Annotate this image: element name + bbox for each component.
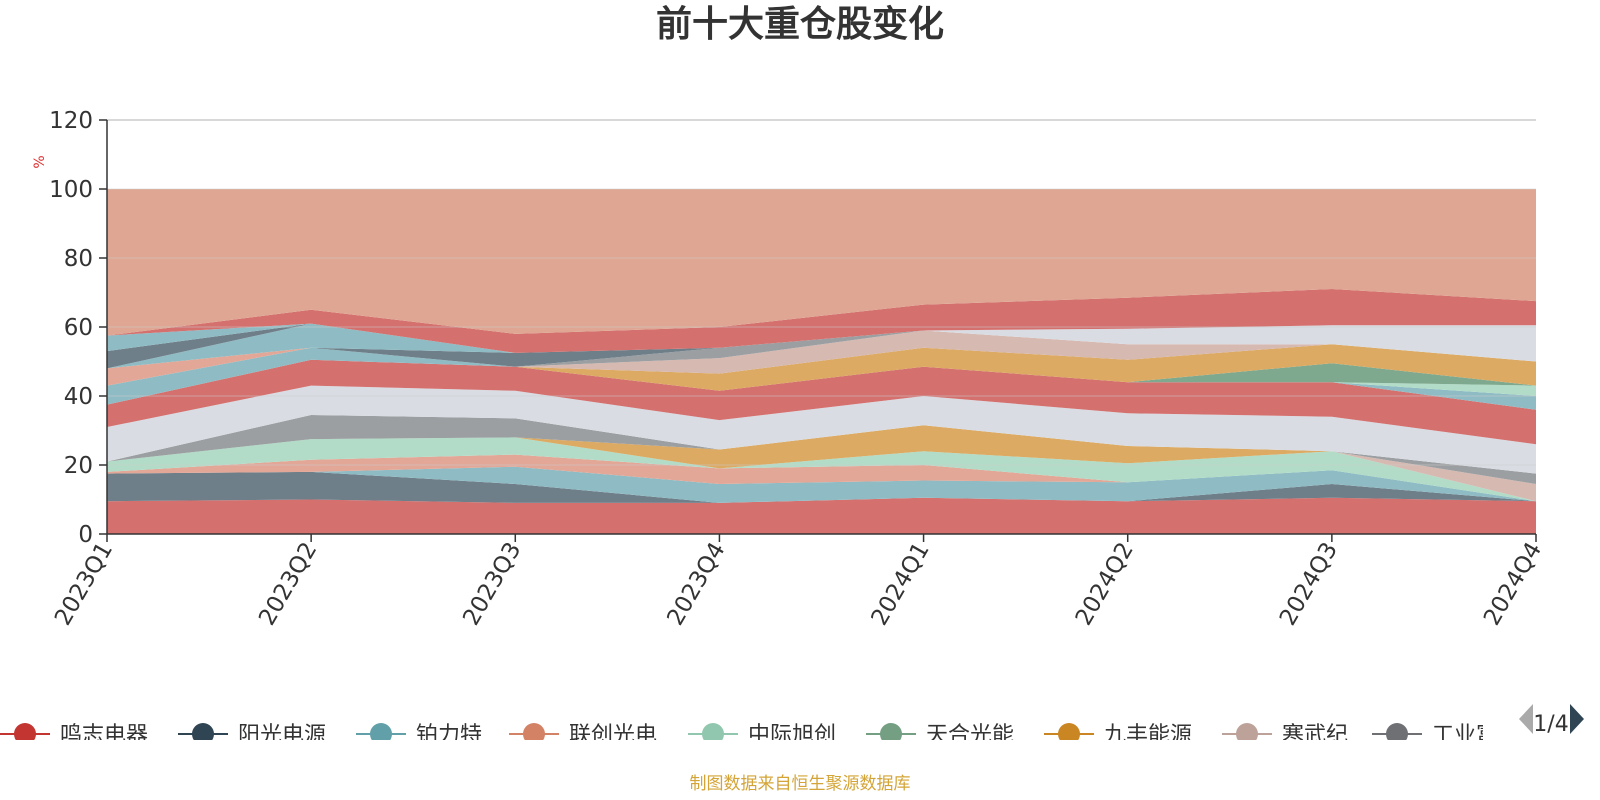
y-tick-label: 60 [64,315,93,341]
legend-item[interactable]: 工业富联 [1372,723,1520,748]
x-tick-label: 2023Q1 [50,538,118,630]
area-layer-5 [107,425,1536,502]
legend-item[interactable]: 鸣志电器 [0,723,148,748]
legend-label: 中际旭创 [748,723,836,748]
area-layer-4 [107,437,1536,502]
legend-item[interactable]: 联创光电 [509,723,657,748]
legend-item[interactable]: 铂力特 [356,723,482,748]
area-layer-14 [107,330,1536,405]
y-tick-label: 0 [78,522,93,548]
y-tick-label: 80 [64,246,93,272]
legend-marker [702,723,724,740]
area-layer-0 [107,497,1536,534]
area-layer-3 [107,454,1536,502]
chart-title: 前十大重仓股变化 [656,3,944,45]
legend-marker [523,723,545,740]
x-tick-label: 2024Q3 [1275,538,1343,630]
x-tick-label: 2023Q3 [458,538,526,630]
area-layer-9 [107,359,1536,445]
legend: 鸣志电器 阳光电源 铂力特 联创光电 中际旭创 天合光能 九丰能源 寒武纪 工业富联 [0,723,1520,748]
legend-next-button[interactable] [1570,704,1584,734]
legend-item[interactable]: 寒武纪 [1222,723,1348,748]
area-layer-2 [107,466,1536,503]
legend-label: 联创光电 [569,723,657,748]
legend-label: 阳光电源 [238,723,326,748]
x-tick-label: 2024Q1 [867,538,935,630]
source-note: 制图数据来自恒生聚源数据库 [690,774,911,794]
legend-marker [1386,723,1408,740]
area-layer-19 [107,323,1536,369]
legend-marker [14,723,36,740]
y-tick-label: 120 [49,108,93,134]
area-layer-1 [107,471,1536,503]
legend-item[interactable]: 中际旭创 [688,723,836,748]
y-tick-label: 40 [64,384,93,410]
grid-lines [107,119,1536,466]
legend-marker [1058,723,1080,740]
x-tick-label: 2023Q4 [662,538,730,630]
legend-marker [370,723,392,740]
area-layer-12 [107,359,1536,405]
legend-items: 鸣志电器 阳光电源 铂力特 联创光电 中际旭创 天合光能 九丰能源 寒武纪 工业富联 [0,723,1520,748]
legend-marker [880,723,902,740]
legend-label: 九丰能源 [1104,723,1192,748]
legend-item[interactable]: 阳光电源 [178,723,326,748]
legend-page-indicator: 1/4 [1533,712,1568,737]
area-layer-13 [107,344,1536,405]
area-layer-24 [107,189,1536,336]
legend-label: 工业富联 [1432,723,1520,748]
legend-label: 寒武纪 [1282,723,1348,748]
area-layer-20 [107,323,1536,369]
y-tick-label: 100 [49,177,93,203]
area-layer-7 [107,415,1536,484]
legend-marker [1236,723,1258,740]
y-axis-label: % [32,155,48,168]
legend-label: 鸣志电器 [60,723,148,748]
x-tick-label: 2024Q2 [1071,538,1139,630]
x-tick-label: 2024Q4 [1479,538,1547,630]
legend-item[interactable]: 九丰能源 [1044,723,1192,748]
area-layer-23 [107,289,1536,353]
legend-pager: 1/4 [1519,704,1584,737]
legend-prev-button[interactable] [1519,704,1533,734]
legend-item[interactable]: 天合光能 [866,723,1014,748]
stacked-areas [107,189,1536,534]
y-tick-label: 20 [64,453,93,479]
x-tick-label: 2023Q2 [254,538,322,630]
legend-label: 天合光能 [926,723,1014,748]
legend-marker [192,723,214,740]
area-layer-8 [107,385,1536,474]
legend-label: 铂力特 [416,723,482,748]
